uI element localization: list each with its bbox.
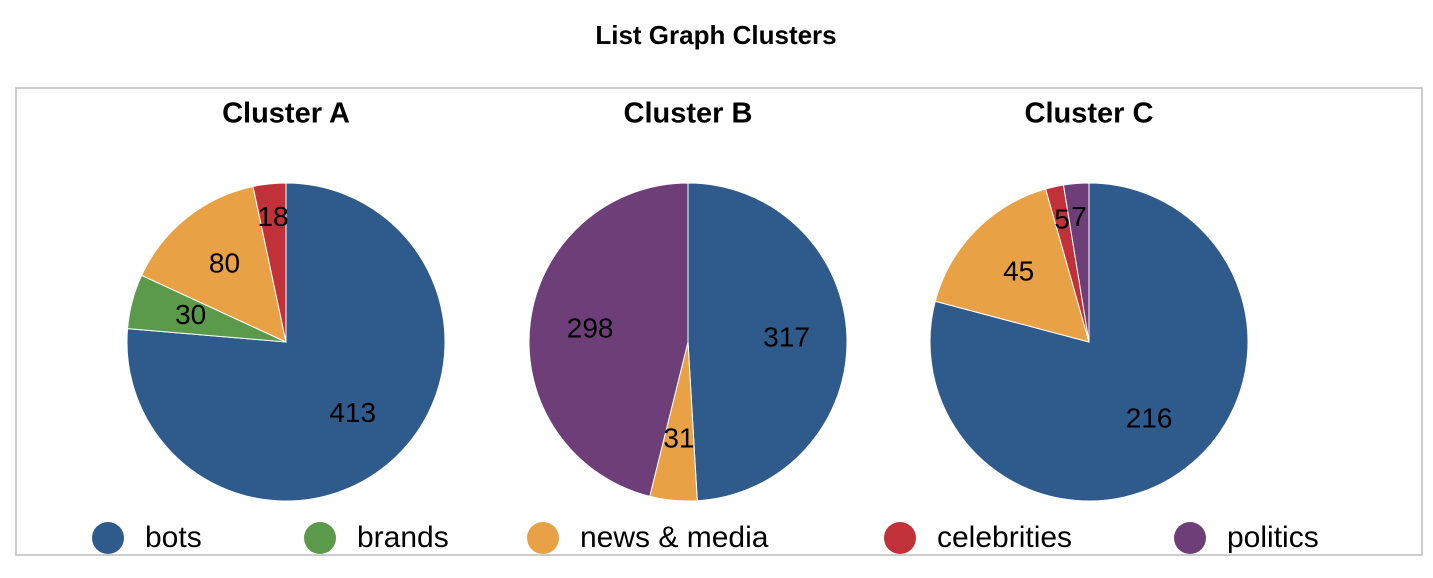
value-label: 298 (567, 312, 614, 343)
value-label: 80 (209, 247, 240, 278)
legend-marker (527, 522, 559, 554)
value-label: 18 (257, 201, 288, 232)
legend-label: news & media (580, 521, 769, 554)
legend-label: politics (1227, 521, 1319, 554)
legend-label: brands (357, 521, 449, 554)
legend-marker (1174, 522, 1206, 554)
pie-slice (252, 182, 287, 343)
pie-slice (1062, 182, 1090, 343)
value-label: 30 (175, 299, 206, 330)
chart-frame (15, 87, 1423, 556)
chart-title: List Graph Clusters (595, 20, 836, 50)
value-label: 7 (1071, 201, 1087, 232)
pie-title: Cluster A (222, 98, 350, 130)
pie-slice (140, 185, 287, 343)
pie-title: Cluster B (624, 98, 753, 130)
legend-label: celebrities (937, 521, 1072, 554)
value-label: 413 (329, 397, 376, 428)
pie-title: Cluster C (1025, 98, 1154, 130)
legend-marker (304, 522, 336, 554)
legend-marker (884, 522, 916, 554)
value-label: 31 (663, 423, 694, 454)
pie-slice (687, 182, 848, 502)
value-label: 216 (1126, 403, 1173, 434)
pie-slice (934, 188, 1090, 343)
legend-marker (92, 522, 124, 554)
legend-label: bots (145, 521, 202, 554)
value-label: 5 (1054, 203, 1070, 234)
value-label: 45 (1003, 255, 1034, 286)
pie-slice (528, 182, 689, 497)
value-label: 317 (763, 322, 810, 353)
